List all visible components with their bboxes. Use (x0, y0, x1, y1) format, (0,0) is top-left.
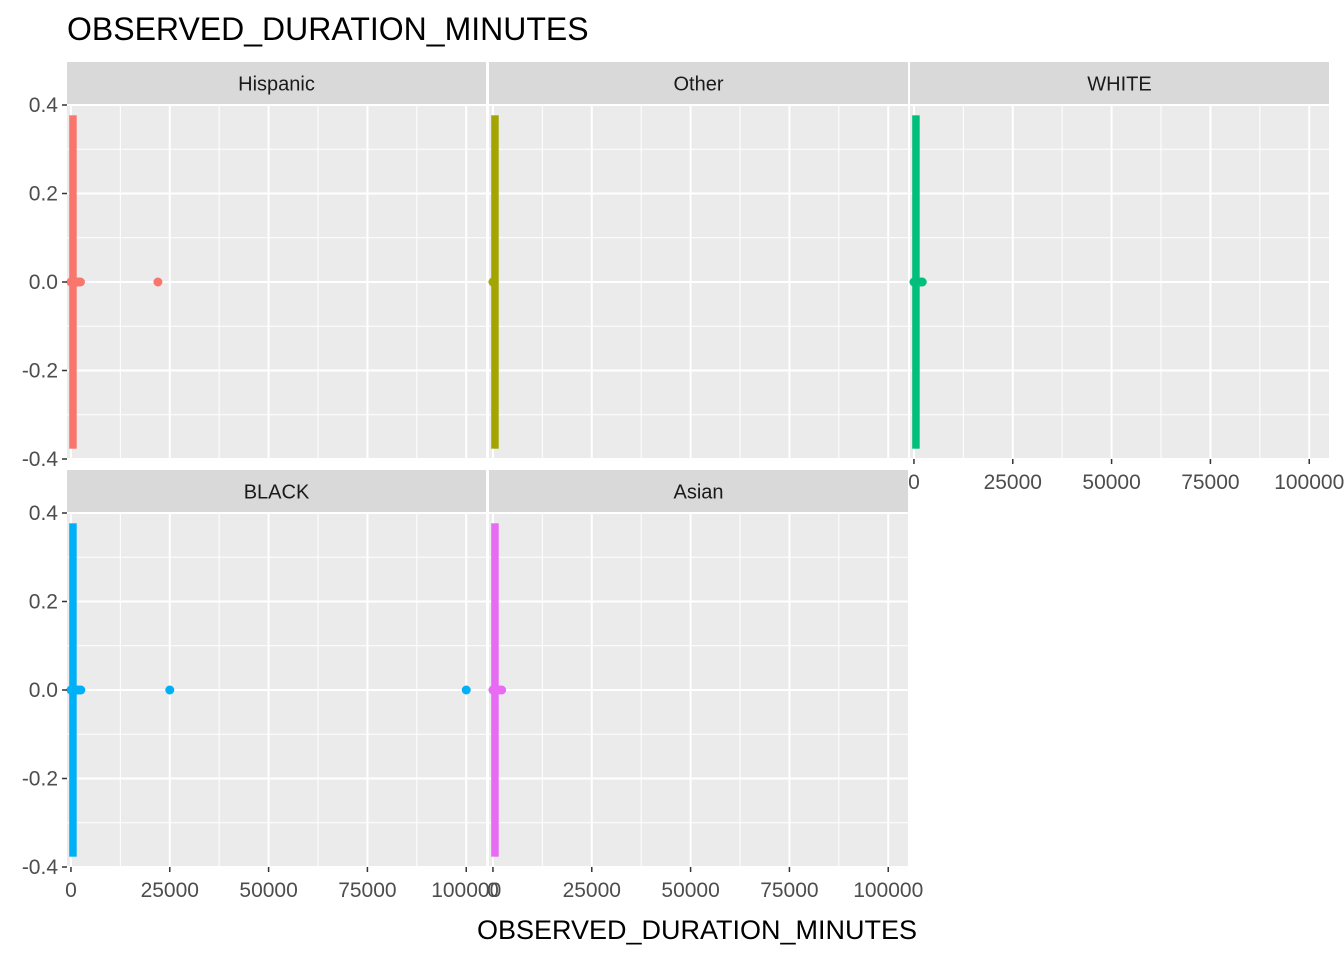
x-tick-label: 75000 (1181, 471, 1239, 494)
x-tick-label: 0 (908, 471, 920, 494)
facet-strip-black (67, 470, 486, 513)
x-tick-label: 0 (487, 879, 499, 902)
facet-white: WHITE 0 25000 50000 75000 100000 (908, 62, 1344, 494)
y-tick-label: -0.2 (22, 360, 58, 383)
y-tick-label: -0.2 (22, 768, 58, 791)
data-point-black (165, 685, 175, 695)
data-point-other (489, 277, 499, 287)
y-tick-label: 0.2 (29, 591, 58, 614)
x-tick-label: 75000 (760, 879, 818, 902)
facet-other: Other (488, 62, 908, 460)
facet-black: BLACK -0.4 -0.2 0.0 0.2 0.4 0 25000 50000 75000 10… (22, 470, 501, 902)
data-point-hispanic (153, 277, 163, 287)
data-point-asian (497, 685, 507, 695)
facet-label-other: Other (673, 74, 723, 96)
data-point-black (461, 685, 471, 695)
y-tick-label: 0.0 (29, 679, 58, 702)
y-tick-label: 0.2 (29, 183, 58, 206)
x-tick-label: 50000 (239, 879, 297, 902)
facet-label-hispanic: Hispanic (238, 74, 315, 96)
y-tick-label: 0.4 (29, 94, 59, 117)
x-tick-label: 100000 (431, 879, 501, 902)
facet-asian: Asian 0 25000 50000 75000 100000 (487, 470, 923, 902)
facet-hispanic: Hispanic -0.4 -0.2 0.0 0.2 0.4 (22, 62, 486, 471)
chart-title: OBSERVED_DURATION_MINUTES (67, 11, 589, 47)
facet-panels: Hispanic -0.4 -0.2 0.0 0.2 0.4 Other WHITE 0 2500… (22, 62, 1344, 902)
x-tick-label: 75000 (338, 879, 396, 902)
data-point-black (76, 685, 86, 695)
x-tick-label: 25000 (563, 879, 621, 902)
x-tick-label: 100000 (853, 879, 923, 902)
x-tick-label: 25000 (984, 471, 1042, 494)
x-tick-label: 50000 (661, 879, 719, 902)
y-tick-label: -0.4 (22, 448, 59, 471)
facet-strip-hispanic (67, 62, 486, 105)
x-tick-label: 25000 (141, 879, 199, 902)
x-tick-label: 50000 (1082, 471, 1140, 494)
facet-label-white: WHITE (1087, 74, 1151, 96)
y-tick-label: 0.4 (29, 502, 59, 525)
data-point-hispanic (75, 277, 85, 287)
facet-label-black: BLACK (244, 482, 310, 504)
facet-strip-other (489, 62, 908, 105)
y-tick-label: -0.4 (22, 856, 59, 879)
x-tick-label: 100000 (1274, 471, 1344, 494)
x-axis-title: OBSERVED_DURATION_MINUTES (477, 915, 917, 945)
x-tick-label: 0 (65, 879, 77, 902)
data-point-white (917, 277, 927, 287)
facet-label-asian: Asian (673, 482, 723, 504)
facet-strip-white (910, 62, 1329, 105)
facet-strip-asian (489, 470, 908, 513)
y-tick-label: 0.0 (29, 271, 58, 294)
